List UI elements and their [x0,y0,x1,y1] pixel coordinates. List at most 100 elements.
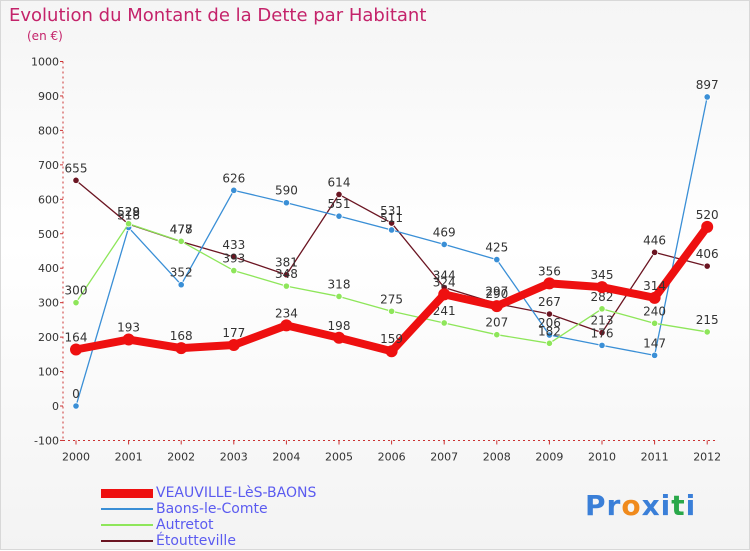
data-label: 318 [328,277,351,291]
data-label: 176 [591,326,614,340]
data-label: 393 [222,252,245,266]
data-point [545,331,554,339]
data-point [650,351,659,359]
legend-swatch-etoutteville [101,540,153,542]
data-point [125,220,133,228]
x-tick-label: 2006 [378,450,406,463]
data-point [385,345,398,358]
data-label: 282 [591,290,614,304]
data-label: 324 [433,275,456,289]
data-point [440,240,448,249]
data-point [493,331,501,339]
data-label: 352 [170,266,193,280]
legend-swatch-autretot [101,524,153,526]
x-tick-label: 2001 [115,450,143,463]
y-tick-label: 200 [38,331,59,344]
y-tick-label: 400 [38,262,59,275]
x-tick-label: 2003 [220,450,248,463]
data-label: 477 [170,223,193,237]
data-point [230,186,238,194]
data-label: 655 [65,161,88,175]
chart-legend: VEAUVILLE-LèS-BAONS Baons-le-Comte Autre… [101,485,316,549]
data-label: 425 [485,241,508,255]
data-label: 198 [328,319,351,333]
data-point [333,331,345,344]
data-point [387,307,396,315]
legend-label-baons: Baons-le-Comte [156,501,268,517]
data-label: 626 [222,171,245,185]
y-tick-label: 1000 [31,56,59,69]
x-tick-label: 2007 [430,450,458,463]
x-tick-label: 2012 [693,450,721,463]
legend-item-veauville: VEAUVILLE-LèS-BAONS [101,485,316,501]
logo-letter: o [621,489,642,522]
data-point [493,255,501,264]
legend-swatch-veauville [101,488,153,498]
data-point [335,190,343,199]
data-label: 164 [65,331,88,345]
legend-swatch-baons [101,508,153,510]
data-label: 478 [170,222,193,236]
x-tick-label: 2008 [483,450,511,463]
data-point [598,341,606,349]
data-point [177,237,185,245]
data-label: 528 [117,205,140,219]
data-point [175,342,188,355]
data-point [650,248,659,256]
x-tick-label: 2011 [641,450,669,463]
data-point [703,93,711,101]
data-point [177,281,185,289]
data-label: 207 [485,316,508,330]
data-point [387,219,396,227]
data-point [70,343,82,356]
data-point [335,292,343,301]
chart-subtitle: (en €) [27,29,63,43]
data-label: 518 [117,209,140,223]
y-tick-label: 100 [38,366,59,379]
y-tick-label: 500 [38,228,59,241]
data-point [230,267,238,275]
legend-item-autretot: Autretot [101,517,316,533]
x-tick-label: 2004 [272,450,300,463]
data-point [545,310,554,318]
data-label: 215 [696,313,719,327]
data-label: 314 [643,279,666,293]
data-label: 469 [433,225,456,239]
data-point [598,305,606,313]
legend-label-autretot: Autretot [156,517,214,533]
series-line [75,96,708,407]
logo-letter: t [671,489,686,522]
data-point [230,253,238,261]
y-tick-label: 0 [52,400,59,413]
data-label: 147 [643,336,666,350]
data-point [122,333,135,346]
data-point [72,299,80,307]
y-tick-label: -100 [34,434,59,447]
data-label: 531 [380,204,403,218]
data-label: 433 [222,238,245,252]
legend-item-baons: Baons-le-Comte [101,501,316,517]
data-point [703,262,711,270]
data-point [545,339,554,347]
y-tick-label: 700 [38,159,59,172]
data-label: 290 [485,287,508,301]
data-label: 344 [433,268,456,282]
data-label: 267 [538,295,561,309]
data-point [701,220,714,233]
logo-letter: i [685,489,697,522]
legend-label-veauville: VEAUVILLE-LèS-BAONS [156,485,317,501]
data-label: 446 [643,233,666,247]
data-label: 511 [380,211,403,225]
data-label: 529 [117,205,140,219]
x-tick-label: 2010 [588,450,616,463]
data-label: 182 [538,324,561,338]
data-label: 345 [591,268,614,282]
data-label: 159 [380,332,403,346]
data-point [598,329,606,337]
data-label: 348 [275,267,298,281]
data-point [227,339,240,352]
x-tick-label: 2005 [325,450,353,463]
data-label: 590 [275,184,298,198]
data-point [282,199,290,207]
